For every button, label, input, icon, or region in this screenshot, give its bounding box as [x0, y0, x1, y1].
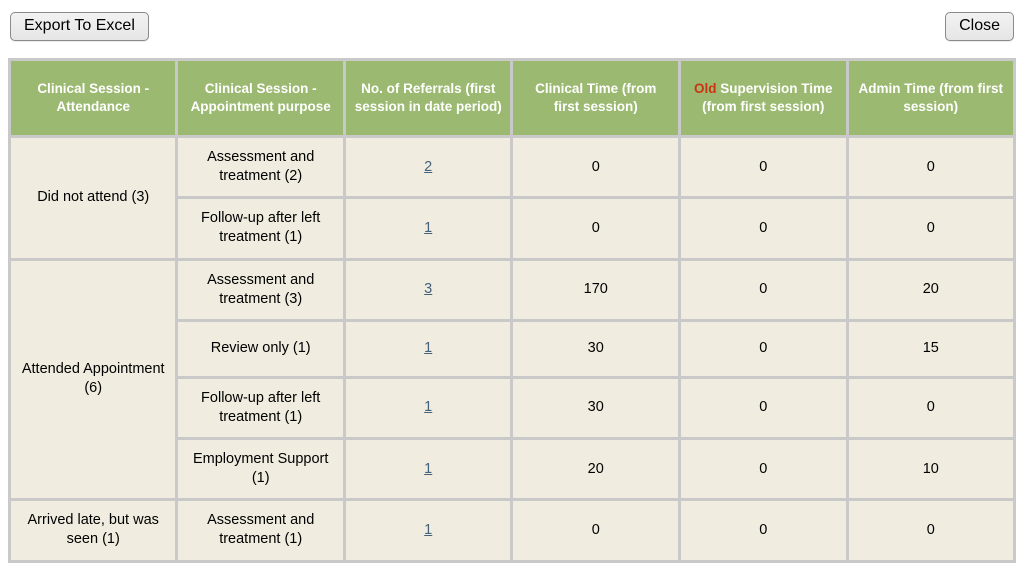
toolbar: Export To Excel Close	[8, 12, 1016, 41]
table-row: Follow-up after left treatment (1) 1 30 0 0	[10, 375, 1017, 441]
admin-time-cell: 15	[845, 318, 1017, 379]
table-row: Review only (1) 1 30 0 15	[10, 318, 1017, 379]
header-attendance: Clinical Session - Attendance	[7, 58, 179, 138]
admin-time-cell: 10	[845, 436, 1017, 502]
referral-count-link[interactable]: 1	[424, 521, 433, 538]
supervision-time-cell: 0	[678, 257, 849, 322]
table-body: Did not attend (3) Assessment and treatme…	[7, 134, 1017, 563]
referrals-cell: 1	[342, 436, 514, 502]
appointment-purpose-cell: Follow-up after left treatment (1)	[175, 375, 346, 441]
appointment-purpose-cell: Employment Support (1)	[175, 436, 346, 502]
referral-count-link[interactable]: 1	[424, 340, 433, 357]
table-header: Clinical Session - Attendance Clinical S…	[7, 58, 1017, 138]
supervision-time-cell: 0	[678, 318, 849, 379]
supervision-time-cell: 0	[678, 134, 849, 200]
table-row: Did not attend (3) Assessment and treatme…	[7, 134, 1017, 261]
attendance-cell: Did not attend (3)	[7, 135, 179, 261]
appointment-purpose-cell: Assessment and treatment (2)	[175, 134, 346, 200]
appointment-purpose-cell: Follow-up after left treatment (1)	[175, 196, 346, 261]
header-appointment-purpose: Clinical Session - Appointment purpose	[175, 58, 346, 138]
supervision-time-cell: 0	[678, 436, 849, 502]
referral-count-link[interactable]: 1	[424, 219, 433, 236]
clinical-time-cell: 0	[510, 498, 682, 563]
referral-count-link[interactable]: 2	[424, 158, 433, 175]
referrals-cell: 1	[342, 318, 514, 379]
referrals-cell: 1	[342, 196, 514, 261]
clinical-time-cell: 0	[510, 134, 682, 200]
clinical-time-cell: 30	[510, 318, 682, 379]
admin-time-cell: 0	[845, 134, 1017, 200]
header-old-supervision-time: Old Supervision Time (from first session…	[678, 58, 849, 138]
referral-count-link[interactable]: 1	[424, 399, 433, 416]
supervision-time-cell: 0	[678, 498, 849, 563]
header-no-of-referrals: No. of Referrals (first session in date …	[342, 58, 514, 138]
referrals-cell: 1	[342, 498, 514, 563]
table-row: Arrived late, but was seen (1) Assessment…	[7, 498, 1017, 563]
attendance-cell: Arrived late, but was seen (1)	[7, 498, 179, 563]
referrals-cell: 1	[342, 375, 514, 441]
export-to-excel-button[interactable]: Export To Excel	[10, 12, 149, 41]
clinical-time-cell: 20	[510, 436, 682, 502]
header-highlight: Old	[694, 81, 717, 97]
clinical-time-cell: 30	[510, 375, 682, 441]
clinical-time-cell: 170	[510, 257, 682, 322]
admin-time-cell: 0	[845, 498, 1017, 563]
header-admin-time: Admin Time (from first session)	[845, 58, 1017, 138]
referral-count-link[interactable]: 1	[424, 460, 433, 477]
appointment-purpose-cell: Assessment and treatment (3)	[175, 257, 346, 322]
table-row: Follow-up after left treatment (1) 1 0 0 0	[10, 196, 1017, 261]
admin-time-cell: 20	[845, 257, 1017, 322]
appointment-purpose-cell: Review only (1)	[175, 318, 346, 379]
referrals-cell: 2	[342, 134, 514, 200]
referral-count-link[interactable]: 3	[424, 281, 433, 298]
admin-time-cell: 0	[845, 196, 1017, 261]
results-table: Clinical Session - Attendance Clinical S…	[7, 58, 1017, 563]
supervision-time-cell: 0	[678, 375, 849, 441]
table-row: Attended Appointment (6) Assessment and t…	[7, 257, 1017, 502]
admin-time-cell: 0	[845, 375, 1017, 441]
clinical-time-cell: 0	[510, 196, 682, 261]
appointment-purpose-cell: Assessment and treatment (1)	[175, 498, 346, 563]
referrals-cell: 3	[342, 257, 514, 322]
header-clinical-time: Clinical Time (from first session)	[510, 58, 682, 138]
attendance-cell: Attended Appointment (6)	[7, 257, 179, 502]
supervision-time-cell: 0	[678, 196, 849, 261]
close-button[interactable]: Close	[945, 12, 1014, 41]
table-row: Employment Support (1) 1 20 0 10	[10, 436, 1017, 502]
